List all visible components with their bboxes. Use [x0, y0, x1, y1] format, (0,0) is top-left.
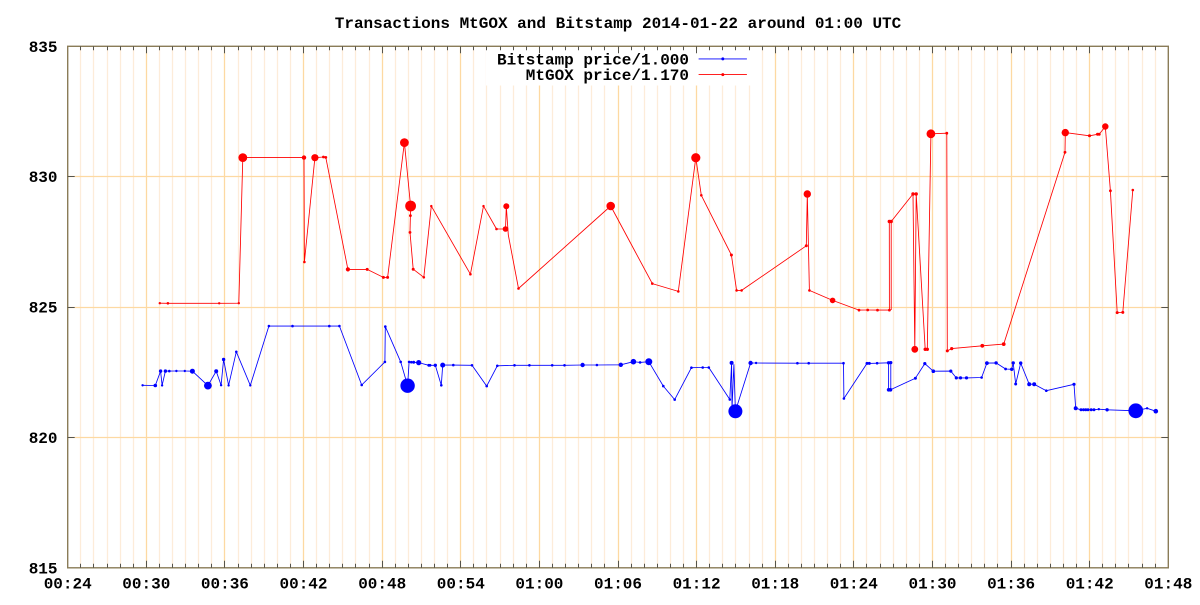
svg-text:00:42: 00:42 [279, 576, 327, 594]
svg-text:01:30: 01:30 [908, 576, 956, 594]
svg-text:00:48: 00:48 [358, 576, 406, 594]
svg-text:835: 835 [29, 39, 58, 57]
svg-text:Transactions MtGOX and Bitstam: Transactions MtGOX and Bitstamp 2014-01-… [335, 15, 902, 33]
svg-text:820: 820 [29, 430, 58, 448]
svg-text:00:36: 00:36 [201, 576, 249, 594]
svg-text:01:12: 01:12 [673, 576, 721, 594]
svg-text:00:54: 00:54 [437, 576, 485, 594]
svg-text:01:00: 01:00 [515, 576, 563, 594]
svg-text:MtGOX price/1.170: MtGOX price/1.170 [526, 67, 689, 85]
svg-text:01:48: 01:48 [1144, 576, 1192, 594]
svg-text:01:18: 01:18 [751, 576, 799, 594]
svg-text:00:24: 00:24 [44, 576, 92, 594]
svg-text:01:42: 01:42 [1066, 576, 1114, 594]
svg-text:00:30: 00:30 [122, 576, 170, 594]
svg-text:830: 830 [29, 169, 58, 187]
svg-text:825: 825 [29, 300, 58, 318]
svg-text:815: 815 [29, 560, 58, 578]
svg-text:01:06: 01:06 [594, 576, 642, 594]
svg-text:01:36: 01:36 [987, 576, 1035, 594]
svg-text:01:24: 01:24 [830, 576, 878, 594]
svg-text:Bitstamp price/1.000: Bitstamp price/1.000 [497, 51, 689, 69]
